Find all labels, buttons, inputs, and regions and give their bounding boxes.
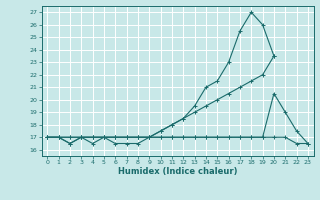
X-axis label: Humidex (Indice chaleur): Humidex (Indice chaleur) [118,167,237,176]
